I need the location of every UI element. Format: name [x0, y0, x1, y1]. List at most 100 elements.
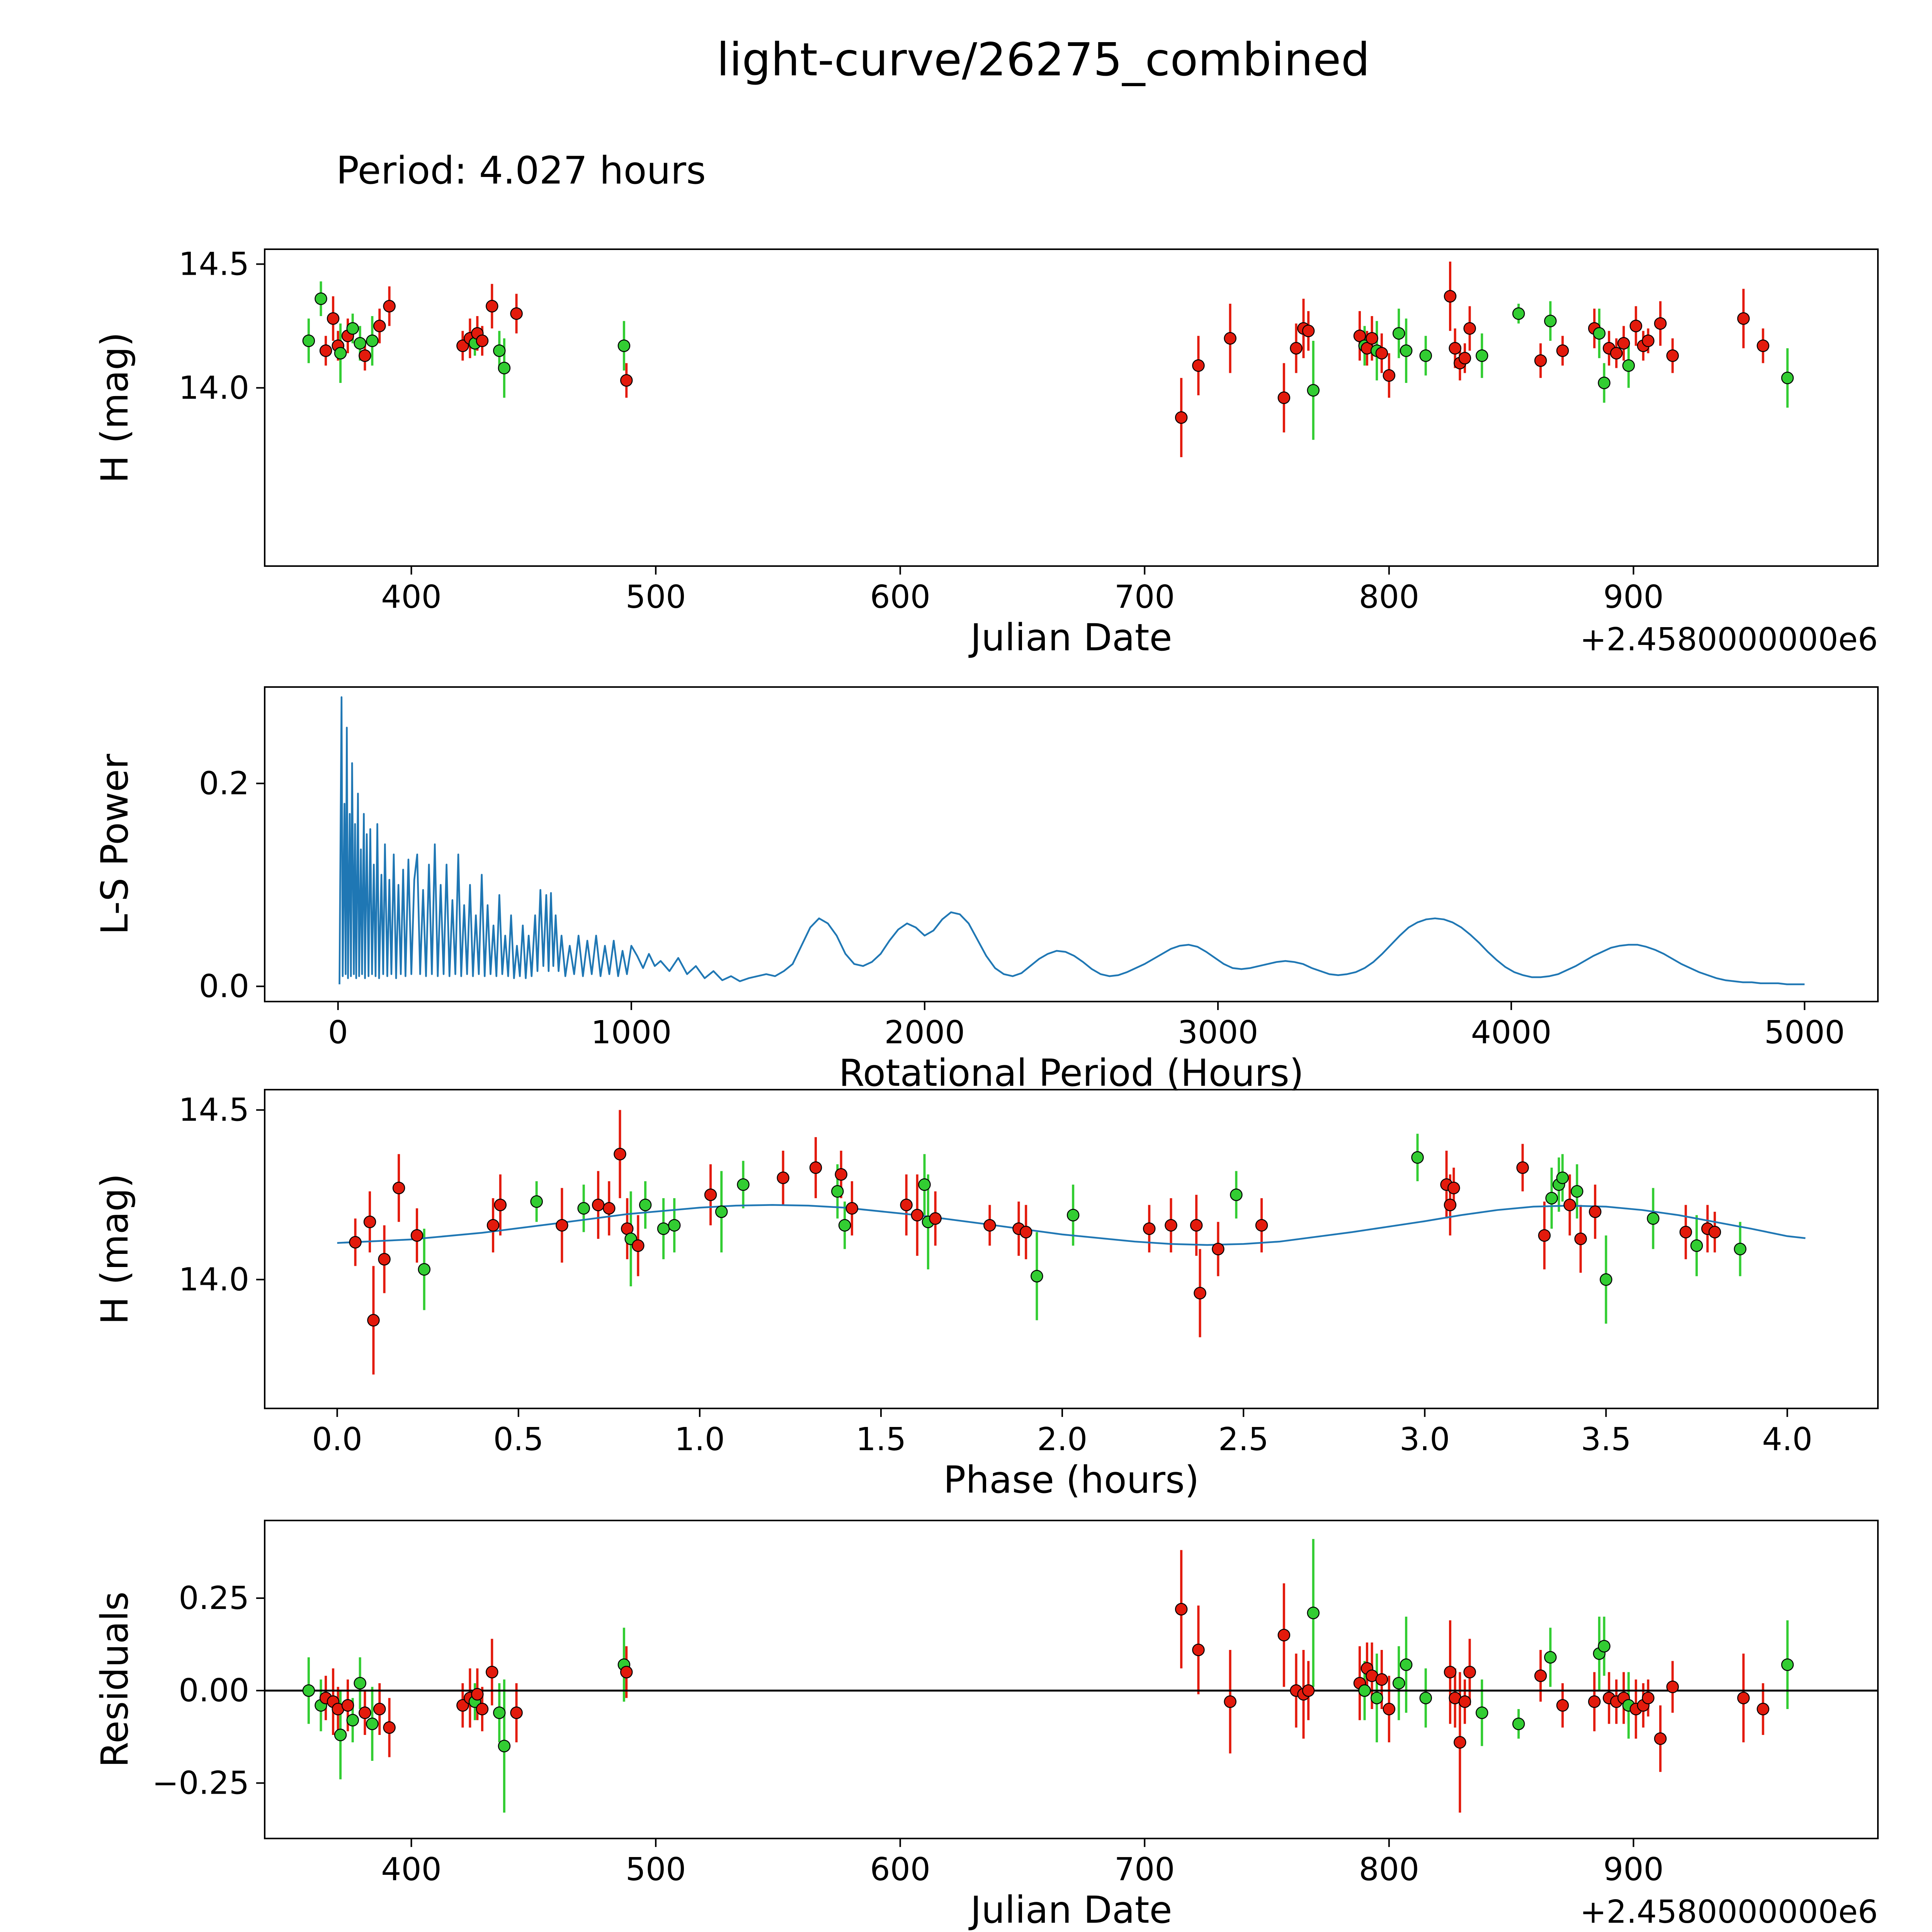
data-point [835, 1168, 847, 1181]
data-point [1224, 332, 1236, 345]
data-point [1302, 1684, 1315, 1697]
data-point [1545, 1192, 1558, 1205]
data-point [1031, 1270, 1043, 1282]
data-point [1392, 1677, 1405, 1690]
y-tick-label: −0.25 [152, 1765, 249, 1801]
x-tick-label: 0 [328, 1014, 348, 1051]
data-point [1444, 1666, 1457, 1679]
data-point [486, 300, 498, 313]
data-point [1419, 1692, 1432, 1704]
data-point [1190, 1219, 1203, 1232]
data-point [632, 1239, 645, 1252]
data-point [1411, 1151, 1424, 1164]
data-point [410, 1229, 423, 1242]
phase-markers [349, 1148, 1747, 1327]
data-point [1463, 1666, 1476, 1679]
phase-error-bars [354, 1110, 1742, 1375]
phase-xlabel: Phase (hours) [944, 1458, 1199, 1502]
data-point [493, 344, 506, 357]
data-point [1375, 1673, 1388, 1686]
x-tick-label: 800 [1359, 1851, 1420, 1888]
x-tick-label: 4000 [1471, 1014, 1552, 1051]
data-point [1600, 1273, 1612, 1286]
data-point [1781, 1658, 1794, 1671]
data-point [1563, 1199, 1576, 1211]
data-point [1475, 349, 1488, 362]
data-point [1654, 317, 1667, 330]
data-point [715, 1205, 728, 1218]
data-point [1463, 322, 1476, 335]
data-point [1449, 342, 1461, 355]
data-point [1588, 1695, 1601, 1708]
data-point [556, 1219, 568, 1232]
data-point [1593, 327, 1606, 340]
periodogram-xlabel: Rotational Period (Hours) [839, 1051, 1304, 1095]
lightcurve-markers [302, 290, 1794, 424]
data-point [471, 1688, 484, 1701]
x-tick-label: 500 [626, 579, 686, 616]
data-point [1454, 1736, 1466, 1749]
lightcurve-xlabel: Julian Date [968, 616, 1172, 659]
data-point [363, 1216, 376, 1228]
lightcurve-axes-frame [264, 248, 1879, 567]
data-point [498, 1740, 511, 1753]
data-point [1737, 1692, 1750, 1704]
data-point [1588, 1205, 1602, 1218]
data-point [354, 1677, 366, 1690]
data-point [383, 1721, 396, 1734]
x-tick-label: 800 [1359, 579, 1420, 616]
periodogram-line [338, 696, 1805, 985]
data-point [302, 1684, 315, 1697]
data-point [1666, 1680, 1679, 1693]
data-point [1224, 1695, 1236, 1708]
y-tick-label: 0.25 [179, 1580, 249, 1617]
data-point [456, 1699, 469, 1712]
data-point [1610, 347, 1623, 360]
data-point [1666, 349, 1679, 362]
data-point [620, 374, 633, 387]
y-tick-label: 0.0 [199, 968, 249, 1005]
periodogram-panel: 0 1000 2000 3000 4000 5000 0.0 0.2 Rotational Pe… [93, 686, 1879, 1095]
periodogram-ylabel: L-S Power [93, 753, 136, 935]
data-point [1392, 327, 1405, 340]
data-point [302, 334, 315, 347]
residuals-error-bars [307, 1539, 1789, 1813]
data-point [614, 1148, 626, 1161]
x-tick-label: 3000 [1178, 1014, 1259, 1051]
residuals-markers [302, 1603, 1794, 1753]
data-point [1192, 1643, 1205, 1656]
data-point [900, 1199, 913, 1211]
data-point [1544, 315, 1557, 328]
data-point [486, 1219, 500, 1232]
x-tick-label: 1.5 [856, 1421, 906, 1458]
y-tick-label: 0.2 [199, 765, 249, 802]
model-fit-line [337, 1204, 1806, 1246]
data-point [1734, 1243, 1747, 1255]
data-point [1654, 1732, 1667, 1745]
x-tick-label: 3.0 [1400, 1421, 1450, 1458]
data-point [510, 307, 523, 320]
data-point [373, 320, 386, 332]
period-annotation: Period: 4.027 hours [336, 149, 706, 193]
data-point [1598, 376, 1611, 389]
data-point [418, 1263, 431, 1276]
data-point [1277, 391, 1291, 404]
data-point [367, 1314, 380, 1327]
data-point [359, 349, 371, 362]
data-point [366, 334, 379, 347]
data-point [1302, 325, 1315, 337]
phase-panel: 0.0 0.5 1.0 1.5 2.0 2.5 3.0 3.5 4.0 14.0 14.5 Phase… [93, 1089, 1879, 1502]
y-tick-label: 14.0 [179, 370, 249, 406]
x-tick-label: 400 [381, 1851, 442, 1888]
data-point [349, 1236, 362, 1249]
data-point [1192, 359, 1205, 372]
data-point [334, 1728, 347, 1742]
data-point [1444, 1199, 1457, 1211]
data-point [319, 344, 332, 357]
data-point [493, 1706, 506, 1719]
data-point [1757, 1702, 1769, 1716]
x-tick-label: 4.0 [1762, 1421, 1812, 1458]
data-point [1679, 1226, 1692, 1238]
phase-axes-frame [264, 1089, 1879, 1409]
data-point [620, 1666, 633, 1679]
